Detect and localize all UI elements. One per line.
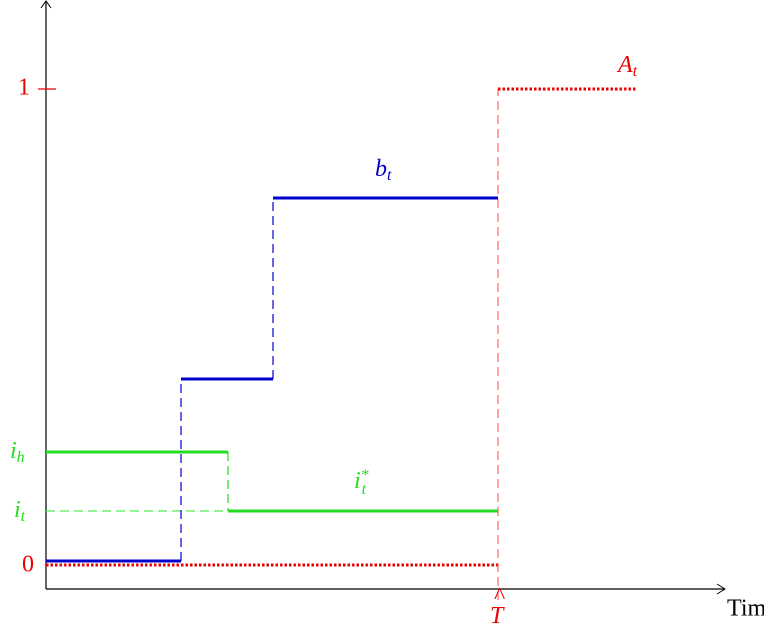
x-arrow: [716, 583, 726, 595]
y-tick-label: 1: [18, 75, 30, 101]
i-t-label: it: [14, 497, 26, 525]
b-t-label: bt: [375, 156, 392, 184]
y-arrow: [40, 0, 52, 9]
y-tick-label: 0: [22, 552, 34, 578]
t-hat-label: T: [490, 603, 505, 629]
a-t-label: At: [616, 52, 638, 80]
i-h-label: ih: [10, 438, 25, 466]
t-hat-accent: ^: [494, 584, 505, 610]
i-star-label: i* t: [354, 467, 369, 498]
x-axis-label: Time: [727, 596, 764, 622]
